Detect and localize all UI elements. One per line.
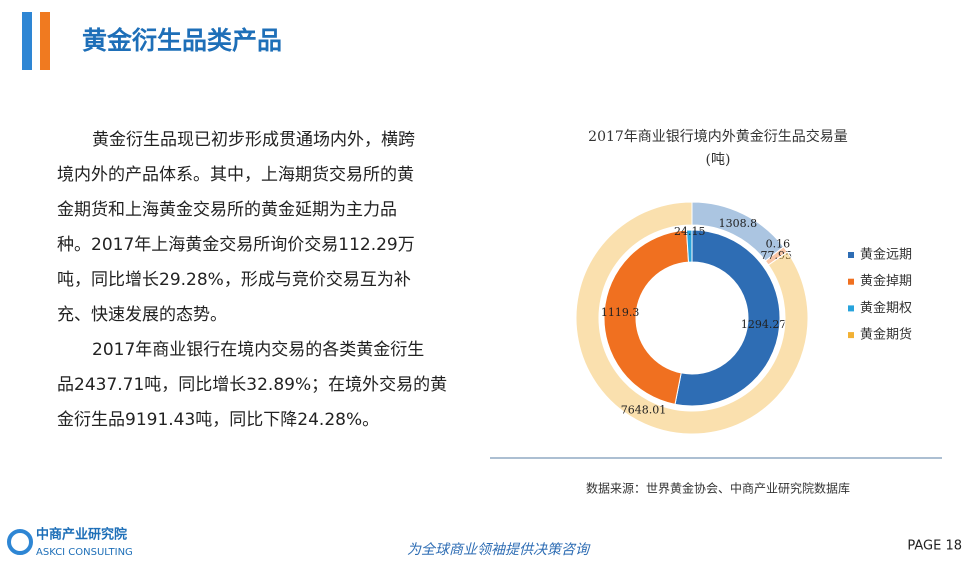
slogan: 为全球商业领袖提供决策咨询	[407, 542, 591, 558]
logo-en: ASKCI CONSULTING	[36, 547, 133, 558]
paragraph-line: 黄金衍生品现已初步形成贯通场内外，横跨	[92, 130, 415, 150]
data-label: 1308.8	[719, 217, 758, 230]
paragraph-line: 2017年商业银行在境内交易的各类黄金衍生	[92, 340, 424, 360]
source-note: 数据来源：世界黄金协会、中商产业研究院数据库	[586, 481, 850, 496]
data-label: 24.15	[674, 225, 706, 238]
legend-label: 黄金期货	[860, 327, 912, 343]
donut-slice	[685, 229, 693, 263]
legend-swatch	[848, 252, 854, 258]
donut-slice	[603, 229, 690, 405]
paragraph-line: 种。2017年上海黄金交易所询价交易112.29万	[57, 235, 415, 255]
paragraph-line: 境内外的产品体系。其中，上海期货交易所的黄	[57, 165, 414, 185]
paragraph-line: 品2437.71吨，同比增长32.89%；在境外交易的黄	[57, 375, 447, 395]
donut-slice	[674, 229, 781, 407]
donut-slice	[575, 201, 809, 435]
data-label: 77.95	[760, 249, 792, 262]
logo-icon	[7, 529, 33, 555]
accent-bar-orange	[40, 12, 50, 70]
chart-title: 2017年商业银行境内外黄金衍生品交易量	[588, 128, 848, 145]
paragraph-line: 金期货和上海黄金交易所的黄金延期为主力品	[57, 200, 397, 220]
legend-label: 黄金远期	[860, 247, 912, 263]
data-label: 1294.27	[741, 318, 787, 331]
legend-label: 黄金掉期	[860, 273, 912, 289]
legend-swatch	[848, 332, 854, 339]
legend-label: 黄金期权	[860, 300, 912, 316]
data-label: 1119.3	[601, 306, 640, 319]
logo-cn: 中商产业研究院	[36, 527, 127, 543]
slide-title: 黄金衍生品类产品	[82, 26, 282, 55]
paragraph-line: 吨，同比增长29.28%，形成与竞价交易互为补	[57, 270, 411, 290]
chart-subtitle: (吨)	[706, 152, 731, 168]
paragraph-line: 充、快速发展的态势。	[57, 305, 227, 325]
data-label: 7648.01	[621, 404, 667, 417]
legend-swatch	[848, 278, 854, 285]
legend-swatch	[848, 305, 854, 312]
page-number: PAGE 18	[907, 539, 962, 554]
paragraph-line: 金衍生品9191.43吨，同比下降24.28%。	[57, 410, 379, 430]
accent-bar-blue	[22, 12, 32, 70]
data-label: 0.16	[766, 237, 791, 250]
